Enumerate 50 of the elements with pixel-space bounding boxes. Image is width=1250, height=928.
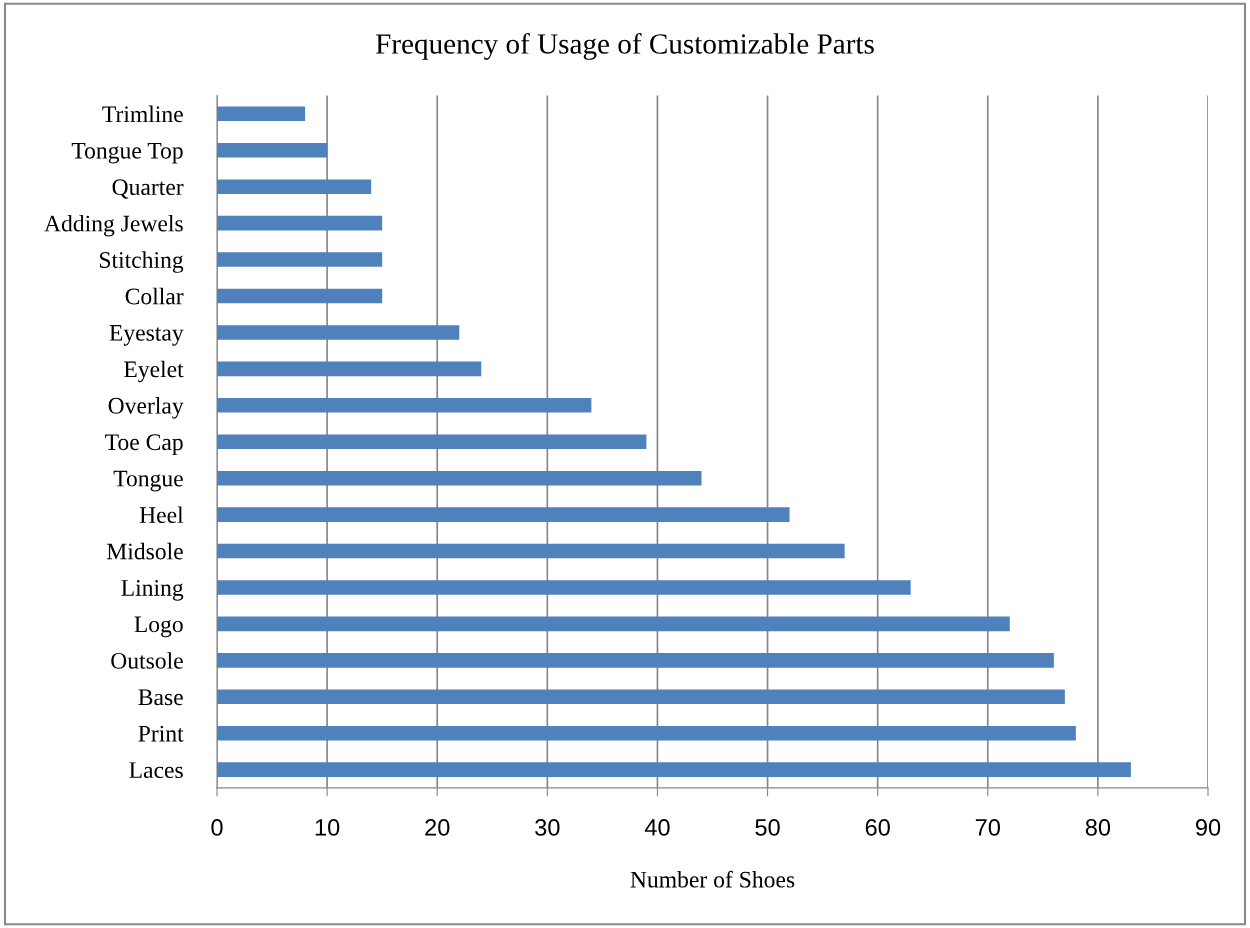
bar — [217, 434, 647, 450]
bar — [217, 725, 1076, 741]
y-tick-label: Heel — [139, 506, 184, 524]
y-tick-label: Quarter — [112, 179, 184, 199]
y-tick-label: Outsole — [111, 652, 183, 669]
bar — [217, 142, 328, 158]
bar — [217, 616, 1010, 632]
bar — [217, 215, 383, 231]
y-tick-label: Tongue — [113, 470, 183, 492]
x-axis-title: Number of Shoes — [630, 870, 795, 888]
bar — [217, 288, 383, 304]
x-tick-label: 30 — [535, 819, 560, 836]
x-tick-label: 90 — [1195, 819, 1221, 836]
x-tick-label: 40 — [644, 819, 670, 836]
bar — [217, 507, 790, 522]
bar — [217, 470, 702, 486]
y-tick-label: Trimline — [102, 105, 183, 123]
chart-title: Frequency of Usage of Customizable Parts — [375, 32, 874, 60]
y-tick-label: Midsole — [106, 542, 183, 560]
bar — [217, 689, 1065, 705]
y-tick-label: Lining — [121, 580, 184, 601]
bar — [217, 762, 1131, 777]
x-tick-label: 10 — [315, 819, 340, 836]
y-tick-label: Adding Jewels — [44, 214, 183, 237]
x-tick-label: 20 — [425, 819, 450, 836]
bar — [217, 653, 1054, 668]
bar — [217, 361, 482, 377]
bar — [217, 398, 592, 413]
x-tick-label: 80 — [1085, 819, 1111, 836]
y-tick-label: Logo — [134, 616, 183, 638]
bar — [217, 543, 845, 559]
y-tick-label: Eyelet — [124, 360, 184, 383]
y-tick-label: Print — [138, 725, 184, 742]
y-tick-label: Eyestay — [109, 325, 184, 346]
y-tick-label: Stitching — [99, 251, 184, 273]
bar — [217, 252, 383, 267]
y-tick-label: Overlay — [108, 397, 184, 419]
bar — [217, 580, 911, 595]
x-tick-label: 0 — [211, 819, 223, 836]
y-tick-label: Laces — [129, 762, 183, 779]
y-tick-label: Toe Cap — [105, 434, 183, 455]
x-tick-label: 50 — [755, 819, 780, 836]
x-tick-label: 70 — [975, 819, 1000, 836]
y-tick-label: Tongue Top — [71, 142, 183, 164]
y-tick-label: Collar — [125, 287, 184, 305]
bar — [217, 179, 372, 194]
x-tick-label: 60 — [865, 819, 890, 836]
bar — [217, 325, 460, 340]
y-tick-label: Base — [138, 689, 183, 706]
bar — [217, 106, 306, 122]
